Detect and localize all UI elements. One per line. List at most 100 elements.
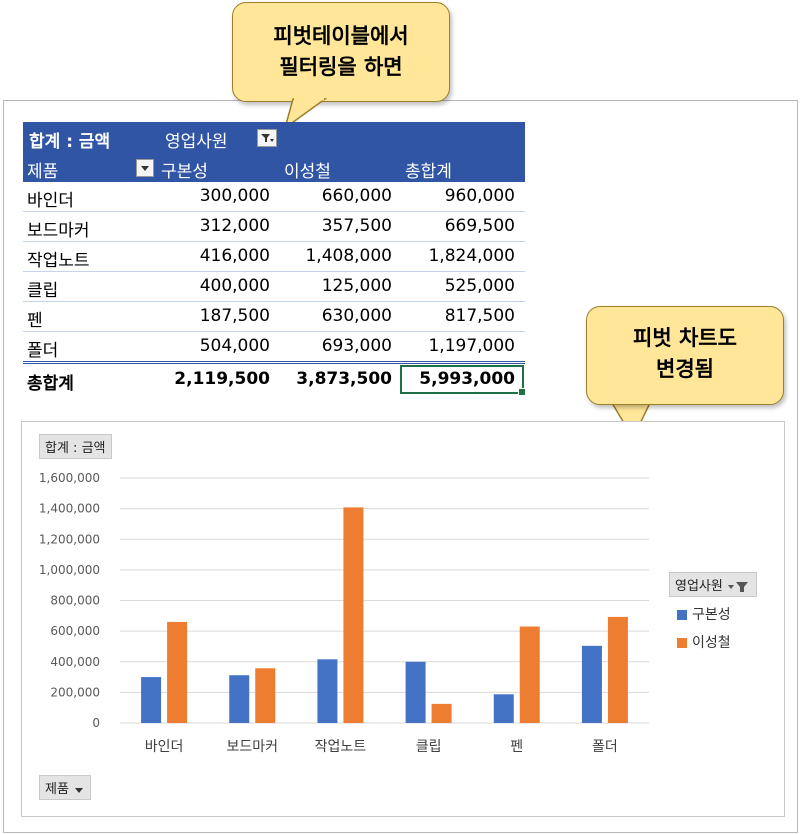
filter-dropdown-icon — [727, 581, 748, 592]
cell: 504,000 — [199, 336, 270, 356]
callout-top: 피벗테이블에서 필터링을 하면 — [232, 2, 450, 102]
bar-series1[interactable] — [493, 694, 514, 723]
y-tick-label: 800,000 — [50, 594, 100, 608]
callout-right-line1: 피벗 차트도 — [633, 326, 737, 350]
table-row: 클립 400,000 125,000 525,000 — [23, 272, 525, 302]
pivot-row-field: 제품 — [27, 162, 59, 182]
col-header-2: 총합계 — [405, 162, 452, 182]
cell: 312,000 — [199, 216, 270, 236]
chevron-down-icon — [75, 787, 84, 793]
legend-swatch-orange — [677, 638, 687, 648]
cell: 817,500 — [444, 306, 515, 326]
bar-series2[interactable] — [343, 507, 364, 723]
bar-series1[interactable] — [581, 645, 602, 723]
y-tick-label: 200,000 — [50, 685, 100, 699]
bars — [141, 507, 628, 723]
pivot-value-label: 합계 : 금액 — [29, 132, 111, 152]
bar-series1[interactable] — [229, 675, 250, 723]
callout-top-line1: 피벗테이블에서 — [273, 24, 409, 48]
legend-field-button[interactable]: 영업사원 — [669, 572, 757, 597]
x-tick-label: 클립 — [416, 739, 442, 755]
cell: 300,000 — [199, 186, 270, 206]
pivot-chart[interactable]: 합계 : 금액 0 200,000 400,000 600,000 800,000 1,0… — [21, 421, 785, 817]
legend-label: 구본성 — [692, 607, 731, 623]
x-tick-label: 펜 — [510, 739, 523, 755]
row-label: 펜 — [27, 311, 43, 331]
x-axis-ticks: 바인더 보드마커 작업노트 클립 펜 폴더 — [145, 739, 618, 755]
chevron-down-icon — [141, 166, 149, 171]
chart-plot: 0 200,000 400,000 600,000 800,000 1,000,000 1,… — [39, 471, 649, 755]
cell: 187,500 — [199, 306, 270, 326]
legend-label: 이성철 — [692, 635, 731, 651]
selected-cell[interactable] — [400, 365, 526, 396]
table-row: 폴더 504,000 693,000 1,197,000 — [23, 332, 525, 361]
bar-series2[interactable] — [255, 668, 276, 723]
row-label: 보드마커 — [27, 221, 90, 241]
table-row: 보드마커 312,000 357,500 669,500 — [23, 212, 525, 242]
y-tick-label: 1,200,000 — [39, 532, 100, 546]
x-tick-label: 보드마커 — [226, 739, 278, 755]
value-field-button[interactable]: 합계 : 금액 — [39, 434, 112, 459]
legend-item-series2: 이성철 — [677, 632, 731, 652]
row-field-dropdown-button[interactable] — [136, 159, 154, 177]
row-label: 폴더 — [27, 341, 59, 361]
bar-series1[interactable] — [141, 677, 162, 723]
cell: 660,000 — [321, 186, 392, 206]
cell: 125,000 — [321, 276, 392, 296]
fill-handle[interactable] — [518, 388, 526, 396]
cell: 669,500 — [444, 216, 515, 236]
row-label: 작업노트 — [27, 251, 90, 271]
legend-swatch-blue — [677, 610, 687, 620]
table-row: 작업노트 416,000 1,408,000 1,824,000 — [23, 242, 525, 272]
bar-series2[interactable] — [519, 626, 540, 723]
total-cell: 3,873,500 — [296, 369, 392, 389]
grand-total-row: 총합계 2,119,500 3,873,500 5,993,000 — [23, 361, 526, 396]
x-tick-label: 바인더 — [145, 739, 184, 755]
total-label: 총합계 — [27, 374, 74, 394]
pivot-header-row1: 합계 : 금액 영업사원 — [23, 122, 525, 152]
col-header-1: 이성철 — [284, 162, 331, 182]
cell: 525,000 — [444, 276, 515, 296]
cell: 693,000 — [321, 336, 392, 356]
cell: 630,000 — [321, 306, 392, 326]
table-row: 바인더 300,000 660,000 960,000 — [23, 182, 525, 212]
y-axis-ticks: 0 200,000 400,000 600,000 800,000 1,000,000 1,… — [39, 471, 100, 730]
total-cell: 2,119,500 — [174, 369, 270, 389]
column-filter-button[interactable] — [257, 129, 277, 147]
bar-series2[interactable] — [167, 621, 188, 723]
callout-top-line2: 필터링을 하면 — [279, 55, 403, 79]
cell: 1,824,000 — [428, 246, 515, 266]
axis-field-button[interactable]: 제품 — [39, 775, 92, 800]
pivot-header-row2: 제품 구본성 이성철 총합계 — [23, 152, 525, 182]
bar-series1[interactable] — [317, 659, 338, 723]
legend-field-label: 영업사원 — [675, 579, 723, 594]
bar-series1[interactable] — [405, 661, 426, 723]
total-cell: 5,993,000 — [419, 369, 515, 389]
cell: 416,000 — [199, 246, 270, 266]
x-tick-label: 작업노트 — [315, 739, 367, 755]
bar-series2[interactable] — [431, 703, 452, 723]
y-tick-label: 600,000 — [50, 624, 100, 638]
gridlines — [120, 477, 649, 724]
row-label: 클립 — [27, 281, 59, 301]
row-label: 바인더 — [27, 191, 74, 211]
cell: 357,500 — [321, 216, 392, 236]
cell: 400,000 — [199, 276, 270, 296]
callout-right-line2: 변경됨 — [656, 357, 714, 381]
y-tick-label: 0 — [92, 716, 100, 730]
filter-icon — [261, 134, 274, 142]
x-tick-label: 폴더 — [592, 739, 618, 755]
bar-series2[interactable] — [607, 616, 628, 723]
col-header-0: 구본성 — [161, 162, 208, 182]
callout-right: 피벗 차트도 변경됨 — [586, 306, 784, 405]
legend-item-series1: 구본성 — [677, 604, 731, 624]
cell: 960,000 — [444, 186, 515, 206]
y-tick-label: 1,400,000 — [39, 502, 100, 516]
pivot-column-field: 영업사원 — [165, 132, 228, 152]
cell: 1,408,000 — [305, 246, 392, 266]
axis-field-label: 제품 — [45, 782, 69, 797]
cell: 1,197,000 — [428, 336, 515, 356]
y-tick-label: 1,600,000 — [39, 471, 100, 485]
table-row: 펜 187,500 630,000 817,500 — [23, 302, 525, 332]
y-tick-label: 1,000,000 — [39, 563, 100, 577]
